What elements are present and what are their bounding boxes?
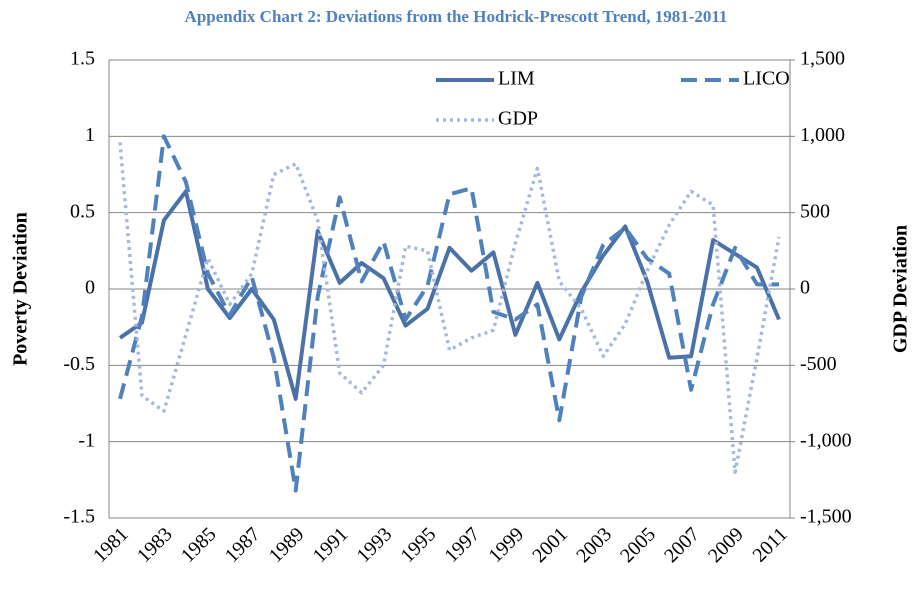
x-tick-label: 1985 [177, 523, 221, 567]
x-tick-label: 1997 [440, 523, 484, 567]
x-tick-label: 1991 [309, 523, 353, 567]
x-tick-label: 1989 [265, 523, 309, 567]
y2-tick-label: 1,500 [800, 48, 845, 70]
x-tick-label: 2005 [616, 523, 660, 567]
series-line [118, 134, 779, 493]
legend-label: LIM [498, 68, 535, 90]
y2-tick-label: -500 [800, 353, 837, 375]
y-tick-label: 0.5 [70, 200, 95, 222]
y2-tick-label: 0 [800, 277, 810, 299]
x-tick-label: 1981 [89, 523, 133, 567]
x-tick-label: 1983 [133, 523, 177, 567]
series-line [118, 142, 781, 474]
chart-title: Appendix Chart 2: Deviations from the Ho… [185, 7, 728, 26]
legend-label: GDP [498, 108, 538, 130]
x-tick-label: 2003 [572, 523, 616, 567]
y-axis-label: Poverty Deviation [10, 212, 32, 366]
y-tick-label: 0 [85, 277, 95, 299]
y2-tick-label: -1,000 [800, 429, 852, 451]
x-tick-label: 1993 [353, 523, 397, 567]
x-tick-label: 1987 [221, 523, 265, 567]
y2-axis-label: GDP Deviation [890, 225, 912, 353]
y-tick-label: 1 [85, 124, 95, 146]
y-tick-label: -0.5 [63, 353, 95, 375]
y-tick-label: 1.5 [70, 48, 95, 70]
legend-label: LICO [743, 68, 790, 90]
x-tick-label: 2001 [528, 523, 572, 567]
series-line [118, 189, 781, 401]
x-tick-label: 2007 [660, 523, 704, 567]
y2-tick-label: 500 [800, 200, 830, 222]
x-tick-label: 2011 [748, 523, 791, 566]
y2-tick-label: 1,000 [800, 124, 845, 146]
x-tick-label: 1999 [484, 523, 528, 567]
x-tick-label: 2009 [704, 523, 748, 567]
y-tick-label: -1 [78, 429, 95, 451]
y2-tick-label: -1,500 [800, 506, 852, 528]
y-tick-label: -1.5 [63, 506, 95, 528]
x-tick-label: 1995 [396, 523, 440, 567]
